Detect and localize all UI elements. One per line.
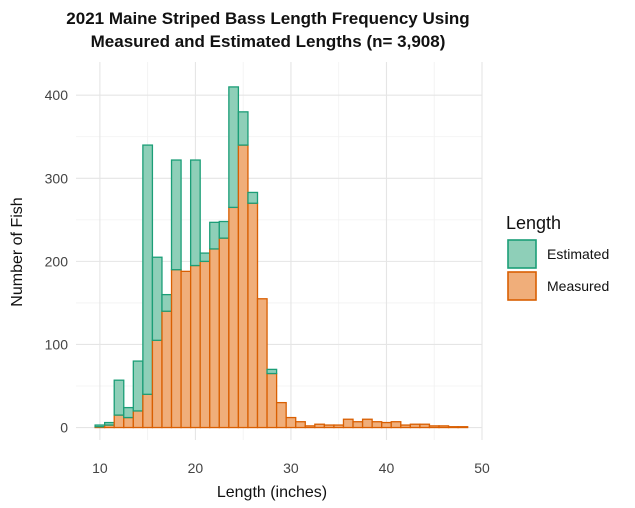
bar-estimated-28 [266,368,278,375]
bar-measured-16 [151,339,163,429]
bar-estimated-26 [247,191,259,204]
bar-measured-40 [381,421,392,429]
bar-measured-43 [409,423,421,429]
bar-measured-28 [266,372,278,429]
bar-measured-32 [304,425,316,429]
x-tick-label: 40 [379,460,395,476]
bar-estimated-17 [161,293,173,312]
bar-measured-21 [199,260,211,429]
x-axis-ticks: 10 20 30 40 50 [92,460,490,476]
legend-swatch-measured [507,271,537,301]
y-tick-label: 300 [45,170,69,186]
bar-estimated-12 [113,379,125,416]
bar-measured-24 [228,206,240,429]
legend-title: Length [506,213,561,233]
bar-measured-34 [323,424,335,429]
bar-measured-48 [457,426,469,429]
bar-estimated-24 [228,86,240,209]
bar-estimated-25 [237,111,249,146]
x-axis-label: Length (inches) [217,484,327,501]
x-tick-label: 10 [92,460,108,476]
bar-measured-14 [132,410,144,429]
bars [94,86,469,429]
bar-measured-25 [237,144,249,429]
legend-swatch-estimated [507,239,537,269]
bar-measured-46 [438,425,450,429]
y-tick-label: 200 [45,253,69,269]
bar-measured-38 [361,418,373,429]
bar-measured-37 [352,421,364,429]
bar-measured-17 [161,310,173,429]
bar-estimated-10 [94,424,106,428]
bar-estimated-23 [218,220,230,239]
bar-estimated-22 [209,221,220,250]
bar-measured-27 [256,298,268,429]
bar-measured-30 [285,416,297,429]
bar-measured-42 [400,424,412,429]
bar-measured-18 [170,269,182,429]
chart-title-line-2: Measured and Estimated Lengths (n= 3,908… [91,32,446,51]
bar-measured-15 [142,393,154,429]
bar-measured-36 [342,418,354,429]
x-tick-label: 30 [283,460,299,476]
bar-measured-22 [209,248,220,429]
legend-label-measured: Measured [547,278,609,294]
bar-measured-33 [314,423,326,429]
chart-title-line-1: 2021 Maine Striped Bass Length Frequency… [66,9,469,28]
y-tick-label: 400 [45,87,69,103]
legend: Length Estimated Measured [506,213,609,301]
bar-measured-12 [113,414,125,429]
bar-estimated-14 [132,360,144,412]
bar-measured-41 [390,421,402,429]
bar-measured-20 [189,264,201,429]
bar-estimated-13 [123,406,134,419]
bar-measured-31 [295,421,306,429]
bar-estimated-15 [142,144,154,395]
bar-measured-19 [180,270,192,429]
y-axis-label: Number of Fish [9,197,26,306]
bar-measured-35 [333,424,345,429]
y-tick-label: 100 [45,336,69,352]
bar-measured-23 [218,237,230,429]
bar-measured-13 [123,416,134,429]
bar-measured-44 [419,423,431,429]
bar-estimated-16 [151,256,163,341]
bar-measured-29 [275,401,287,429]
bar-measured-39 [371,421,383,429]
bar-measured-45 [428,425,440,429]
legend-label-estimated: Estimated [547,246,609,262]
bar-measured-26 [247,202,259,429]
bar-measured-47 [447,426,459,429]
x-tick-label: 20 [188,460,204,476]
x-tick-label: 50 [474,460,490,476]
bar-estimated-11 [104,421,115,426]
y-tick-label: 0 [60,420,68,436]
bar-estimated-20 [189,159,201,267]
bar-estimated-21 [199,252,211,263]
bar-estimated-18 [170,159,182,271]
y-axis-ticks: 0 100 200 300 400 [45,87,69,435]
